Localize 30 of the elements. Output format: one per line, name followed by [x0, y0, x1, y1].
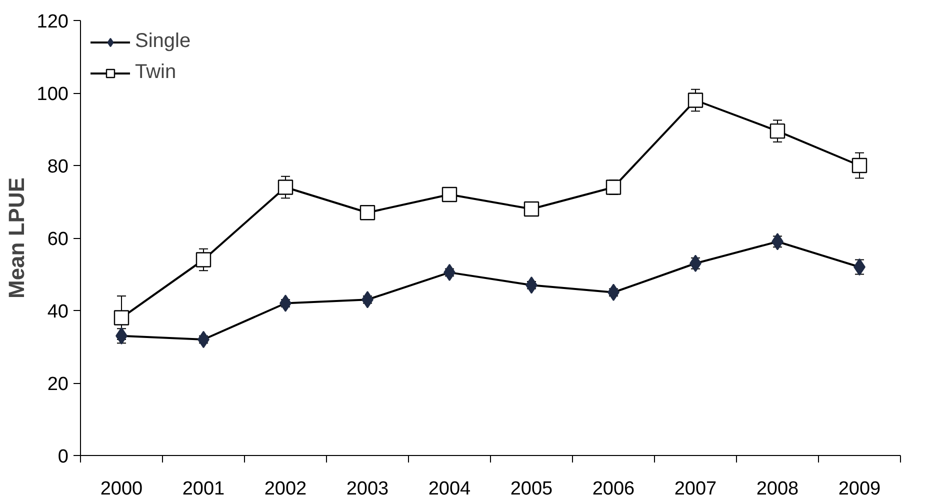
x-tick-label: 2008 [756, 478, 799, 497]
point [852, 158, 868, 174]
y-tick-label: 120 [36, 12, 68, 32]
x-tick-label: 2002 [264, 478, 307, 497]
point [606, 180, 622, 195]
y-tick-label: 20 [47, 374, 69, 395]
x-tick-label: 2009 [838, 478, 881, 497]
x-tick-label: 2001 [182, 478, 225, 497]
y-tick-label: 40 [47, 302, 69, 322]
y-tick-label: 0 [58, 446, 69, 468]
point [360, 205, 376, 220]
point [442, 186, 458, 202]
y-tick-label: 100 [36, 84, 68, 105]
point [688, 92, 704, 108]
x-tick-label: 2006 [592, 478, 635, 497]
legend-label: Twin [135, 61, 176, 84]
x-tick-label: 2000 [100, 478, 143, 497]
x-tick-label: 2005 [510, 478, 553, 497]
point [196, 252, 212, 268]
y-tick-label: 80 [47, 156, 69, 178]
point [114, 310, 130, 326]
point [278, 180, 294, 195]
x-tick-label: 2004 [428, 478, 472, 497]
x-tick-label: 2007 [674, 478, 717, 497]
legend-label: Single [135, 30, 191, 53]
point [770, 123, 786, 139]
x-tick-label: 2003 [346, 478, 389, 497]
point [524, 201, 540, 217]
y-axis-title: Mean LPUE [4, 177, 29, 299]
y-tick-label: 60 [47, 229, 69, 250]
